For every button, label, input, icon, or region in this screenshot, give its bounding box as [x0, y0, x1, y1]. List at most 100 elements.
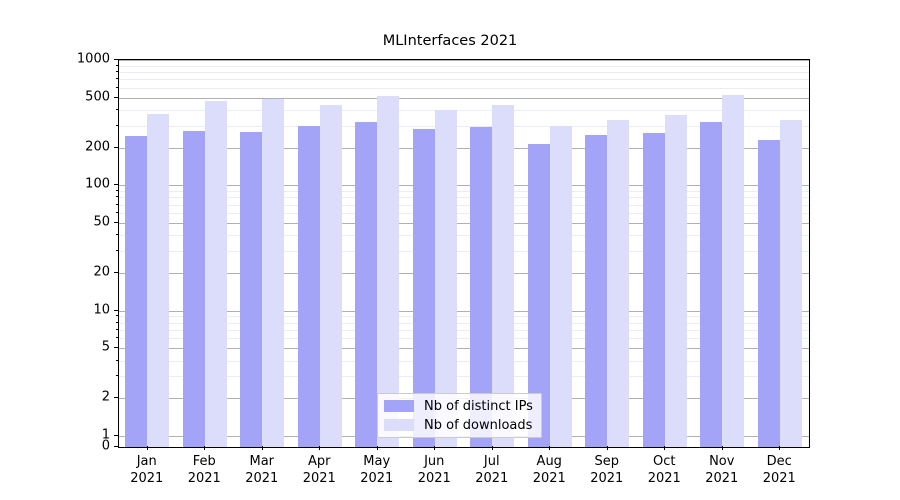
x-tick-year: 2021 — [762, 471, 796, 486]
x-tick-year: 2021 — [475, 471, 509, 486]
bar-group — [349, 60, 407, 447]
gridline-minor — [119, 330, 809, 332]
x-axis-tick-mark — [434, 446, 436, 450]
legend-swatch — [384, 400, 414, 412]
x-axis-tick-marks — [118, 446, 808, 451]
bar-distinct-ips — [642, 132, 665, 447]
bar-downloads — [377, 95, 400, 447]
x-tick-year: 2021 — [590, 471, 624, 486]
legend-label: Nb of distinct IPs — [424, 398, 533, 414]
gridline-major — [119, 97, 809, 99]
x-tick-month: Oct — [653, 454, 676, 469]
x-axis-tick-mark — [491, 446, 493, 450]
x-axis-tick-mark — [319, 446, 321, 450]
legend-item: Nb of distinct IPs — [384, 398, 533, 414]
legend-item: Nb of downloads — [384, 417, 533, 433]
x-axis-tick-mark — [204, 446, 206, 450]
x-tick-month: Jan — [136, 454, 157, 469]
gridline-major — [119, 147, 809, 149]
x-tick-year: 2021 — [302, 471, 336, 486]
y-axis-tick-label: 1000 — [76, 51, 110, 67]
x-tick-year: 2021 — [417, 471, 451, 486]
y-axis-tick-label: 0 — [101, 438, 110, 454]
gridline-major — [119, 310, 809, 312]
y-axis-tick-label: 500 — [85, 89, 110, 105]
bar-distinct-ips — [527, 143, 550, 447]
y-axis-minor-tick-mark — [115, 146, 118, 148]
y-axis-minor-tick-mark — [115, 196, 118, 198]
gridline-minor — [119, 204, 809, 206]
gridline-major — [119, 185, 809, 187]
x-axis-tick-mark — [549, 446, 551, 450]
x-tick-year: 2021 — [187, 471, 221, 486]
x-tick-month: Dec — [766, 454, 792, 469]
gridline-minor — [119, 360, 809, 362]
x-axis-tick-label: Aug 2021 — [533, 453, 566, 487]
y-axis-minor-tick-mark — [115, 78, 118, 80]
x-axis-tick-label: Nov 2021 — [705, 453, 738, 487]
gridline-minor — [119, 191, 809, 193]
gridline-minor — [119, 322, 809, 324]
x-axis-tick-mark — [376, 446, 378, 450]
y-axis-minor-tick-mark — [115, 96, 118, 98]
bar-group — [292, 60, 350, 447]
gridline-minor — [119, 213, 809, 215]
y-axis-tick-label: 100 — [85, 176, 110, 192]
x-tick-month: Mar — [249, 454, 275, 469]
x-axis-tick-label: May 2021 — [360, 453, 393, 487]
bar-downloads — [147, 114, 170, 447]
gridline-minor — [119, 109, 809, 111]
x-axis-tick-mark — [721, 446, 723, 450]
x-axis-tick-label: Feb 2021 — [188, 453, 221, 487]
chart-title: MLInterfaces 2021 — [382, 33, 518, 49]
bar-downloads — [779, 120, 802, 447]
y-axis-minor-tick-mark — [115, 212, 118, 214]
x-axis-tick-label: Sep 2021 — [590, 453, 623, 487]
x-tick-month: Feb — [192, 454, 216, 469]
x-tick-year: 2021 — [532, 471, 566, 486]
y-axis-minor-tick-mark — [115, 321, 118, 323]
bar-downloads — [204, 101, 227, 447]
bar-distinct-ips — [757, 139, 780, 447]
gridline-major — [119, 223, 809, 225]
x-tick-year: 2021 — [647, 471, 681, 486]
bar-distinct-ips — [412, 128, 435, 447]
y-axis-minor-tick-mark — [115, 359, 118, 361]
bar-downloads — [492, 104, 515, 447]
x-tick-month: Apr — [308, 454, 331, 469]
bar-downloads — [664, 114, 687, 447]
y-axis-tick-mark — [114, 434, 118, 436]
x-tick-year: 2021 — [130, 471, 164, 486]
y-axis-minor-tick-mark — [115, 347, 118, 349]
y-axis-tick-label: 20 — [93, 264, 110, 280]
x-axis-tick-mark — [606, 446, 608, 450]
x-tick-month: Aug — [536, 454, 562, 469]
y-axis-minor-tick-mark — [115, 315, 118, 317]
x-axis-tick-label: Jan 2021 — [130, 453, 163, 487]
bar-downloads — [607, 120, 630, 447]
gridline-minor — [119, 87, 809, 89]
x-tick-year: 2021 — [705, 471, 739, 486]
y-axis-tick-label: 50 — [93, 214, 110, 230]
x-tick-month: Nov — [709, 454, 735, 469]
y-axis-minor-tick-mark — [115, 108, 118, 110]
y-axis-tick-label: 200 — [85, 139, 110, 155]
gridline-minor — [119, 376, 809, 378]
gridline-major — [119, 272, 809, 274]
bar-group — [637, 60, 695, 447]
legend-swatch — [384, 419, 414, 431]
x-axis-tick-mark — [779, 446, 781, 450]
x-axis-tick-label: Jun 2021 — [418, 453, 451, 487]
x-tick-month: Jun — [424, 454, 445, 469]
bar-distinct-ips — [182, 130, 205, 447]
gridline-minor — [119, 125, 809, 127]
bar-group — [694, 60, 752, 447]
bar-group — [522, 60, 580, 447]
x-tick-year: 2021 — [245, 471, 279, 486]
y-axis-tick-label: 1 — [101, 427, 110, 443]
x-axis-tick-label: Jul 2021 — [475, 453, 508, 487]
gridline-minor — [119, 235, 809, 237]
bar-group — [752, 60, 810, 447]
bar-downloads — [549, 126, 572, 447]
gridline-minor — [119, 338, 809, 340]
